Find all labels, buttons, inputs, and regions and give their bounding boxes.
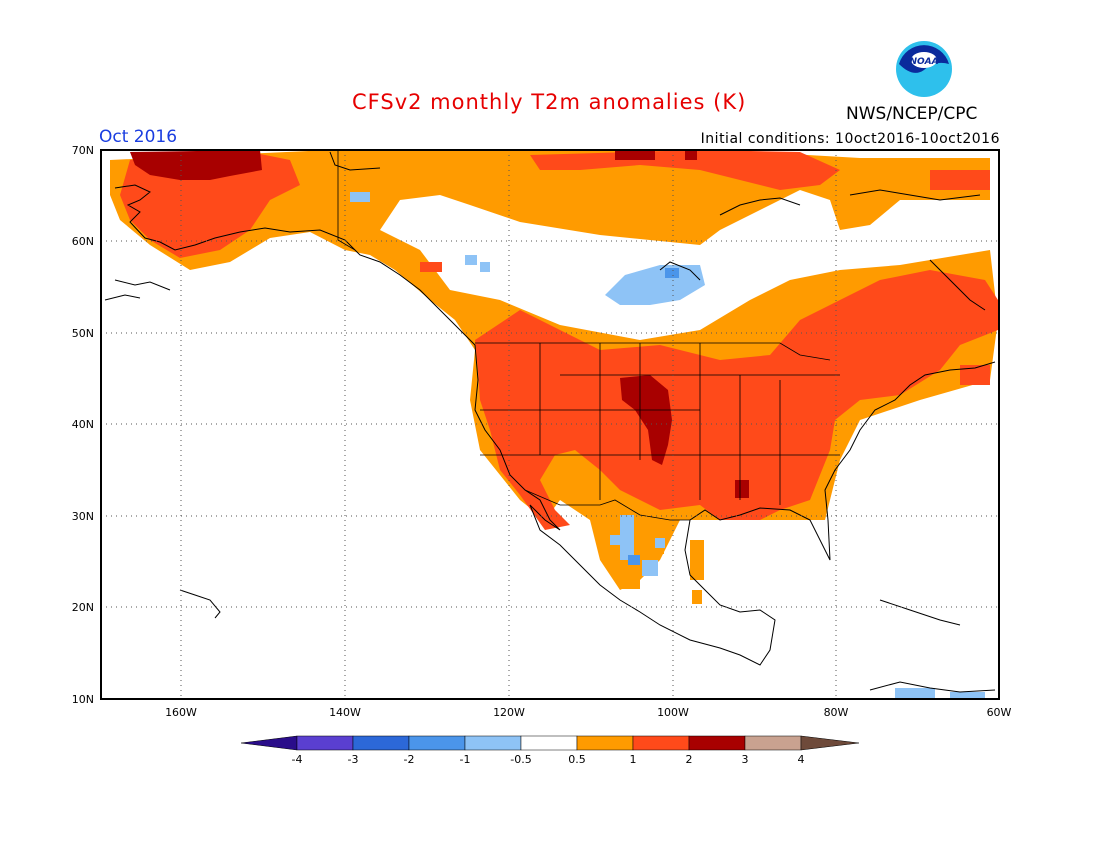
map-title: CFSv2 monthly T2m anomalies (K) — [352, 90, 747, 114]
lat-label: 50N — [72, 327, 94, 340]
colorbar-swatch — [576, 735, 634, 751]
colorbar-label: 2 — [686, 753, 693, 766]
lat-label: 70N — [72, 144, 94, 157]
lon-label: 80W — [824, 706, 849, 719]
map-panel — [100, 149, 1000, 700]
lat-label: 30N — [72, 510, 94, 523]
lon-label: 100W — [657, 706, 689, 719]
lon-label: 60W — [987, 706, 1012, 719]
lon-label: 140W — [329, 706, 361, 719]
colorbar-swatch — [352, 735, 410, 751]
colorbar-label: 0.5 — [568, 753, 586, 766]
coastlines — [104, 151, 996, 693]
colorbar-label: -4 — [292, 753, 303, 766]
anomaly-blue-region — [350, 192, 985, 699]
lon-label: 120W — [493, 706, 525, 719]
colorbar-arrow-left — [240, 735, 298, 751]
agency-label: NWS/NCEP/CPC — [846, 104, 978, 124]
colorbar-label: 3 — [742, 753, 749, 766]
colorbar-label: -3 — [348, 753, 359, 766]
lat-label: 10N — [72, 693, 94, 706]
initial-conditions: Initial conditions: 10oct2016-10oct2016 — [700, 131, 1000, 147]
colorbar-swatch — [520, 735, 578, 751]
colorbar-label: -1 — [460, 753, 471, 766]
colorbar-swatch — [296, 735, 354, 751]
anomaly-red-region — [120, 150, 998, 530]
forecast-month: Oct 2016 — [99, 127, 178, 147]
colorbar-label: 1 — [630, 753, 637, 766]
lat-label: 40N — [72, 418, 94, 431]
colorbar-arrow-right — [800, 735, 860, 751]
political-borders — [337, 150, 840, 521]
colorbar-swatch — [408, 735, 466, 751]
svg-text:NOAA: NOAA — [909, 57, 938, 67]
colorbar-label: 4 — [798, 753, 805, 766]
noaa-logo-icon: NOAA — [896, 41, 952, 97]
lon-label: 160W — [165, 706, 197, 719]
map-frame — [100, 149, 1000, 700]
colorbar-label: -2 — [404, 753, 415, 766]
colorbar-label: -0.5 — [510, 753, 531, 766]
lat-axis-labels: 70N 60N 50N 40N 30N 20N 10N — [72, 144, 94, 706]
colorbar: -4 -3 -2 -1 -0.5 0.5 1 2 3 4 — [240, 735, 860, 766]
lat-label: 60N — [72, 235, 94, 248]
lon-axis-labels: 160W 140W 120W 100W 80W 60W — [165, 706, 1011, 719]
colorbar-swatch — [464, 735, 522, 751]
colorbar-swatch — [688, 735, 746, 751]
anomaly-darkred-region — [130, 150, 749, 498]
colorbar-swatch — [744, 735, 802, 751]
lat-label: 20N — [72, 601, 94, 614]
colorbar-swatch — [632, 735, 690, 751]
anomaly-medblue-region — [628, 268, 679, 565]
